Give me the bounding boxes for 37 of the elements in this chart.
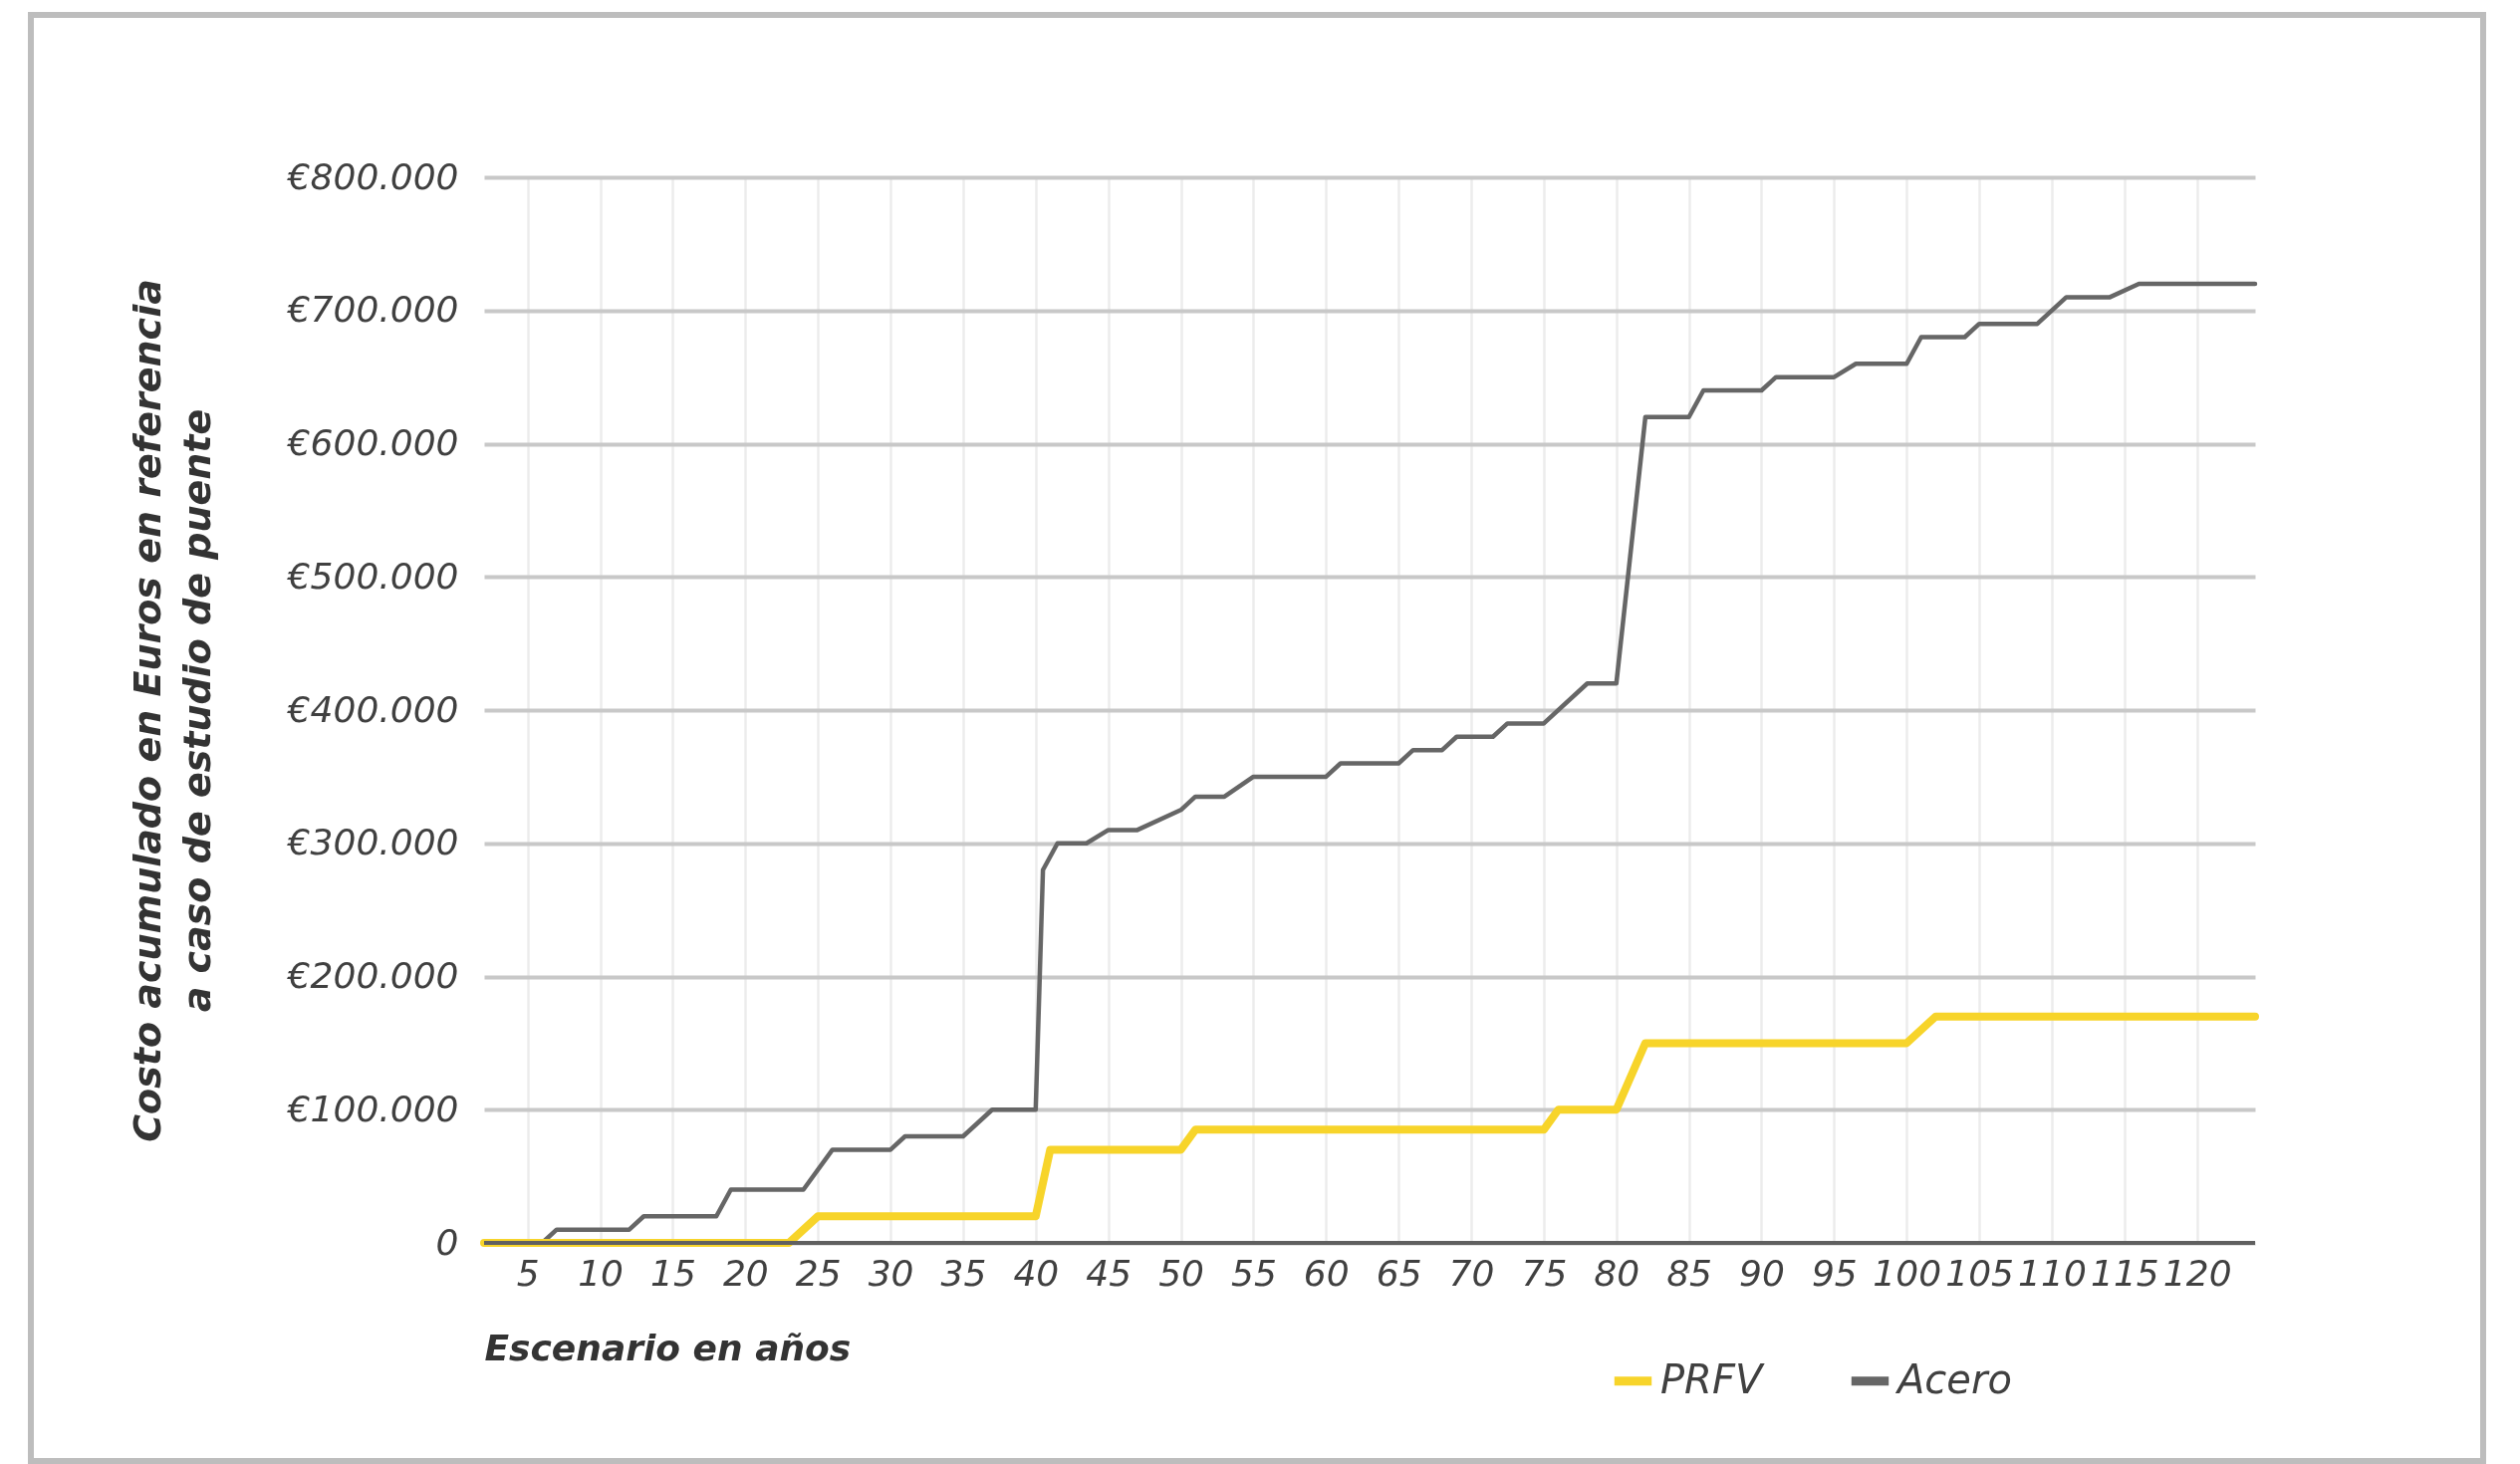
x-tick-label: 30 <box>868 1252 914 1294</box>
x-tick-label: 85 <box>1666 1252 1713 1294</box>
x-tick-label: 55 <box>1231 1252 1277 1294</box>
legend-label: PRFV <box>1660 1355 1765 1402</box>
x-tick-label: 75 <box>1521 1252 1568 1294</box>
legend-label: Acero <box>1894 1355 2012 1402</box>
x-tick-label: 70 <box>1448 1252 1495 1294</box>
x-tick-label: 40 <box>1013 1252 1060 1294</box>
y-axis-title: Costo acumulado en Euros en referencia a caso de estudio de puente <box>125 279 219 1142</box>
x-tick-label: 50 <box>1158 1252 1204 1294</box>
x-tick-label: 90 <box>1739 1252 1785 1294</box>
x-tick-label: 110 <box>2018 1252 2087 1294</box>
x-tick-label: 25 <box>795 1252 842 1294</box>
x-tick-label: 45 <box>1086 1252 1133 1294</box>
y-tick-label: €300.000 <box>286 822 459 863</box>
x-tick-label: 60 <box>1303 1252 1350 1294</box>
x-tick-label: 65 <box>1376 1252 1422 1294</box>
x-tick-label: 120 <box>2162 1252 2232 1294</box>
y-tick-label: €200.000 <box>286 955 459 996</box>
y-tick-label: 0 <box>435 1221 459 1263</box>
y-tick-label: €100.000 <box>286 1088 459 1129</box>
x-tick-label: 95 <box>1811 1252 1858 1294</box>
x-tick-label: 115 <box>2090 1252 2159 1294</box>
x-tick-label: 35 <box>940 1252 987 1294</box>
y-tick-label: €400.000 <box>286 688 459 730</box>
y-tick-label: €700.000 <box>286 289 459 331</box>
y-tick-label: €600.000 <box>286 422 459 463</box>
y-tick-label: €800.000 <box>286 155 459 197</box>
x-axis-title: Escenario en años <box>484 1327 852 1368</box>
x-tick-label: 5 <box>516 1252 540 1294</box>
x-tick-label: 20 <box>722 1252 769 1294</box>
x-tick-label: 105 <box>1945 1252 2014 1294</box>
x-tick-label: 10 <box>578 1252 624 1294</box>
x-tick-label: 15 <box>650 1252 696 1294</box>
x-tick-label: 100 <box>1873 1252 1942 1294</box>
y-tick-label: €500.000 <box>286 555 459 597</box>
x-tick-label: 80 <box>1594 1252 1640 1294</box>
